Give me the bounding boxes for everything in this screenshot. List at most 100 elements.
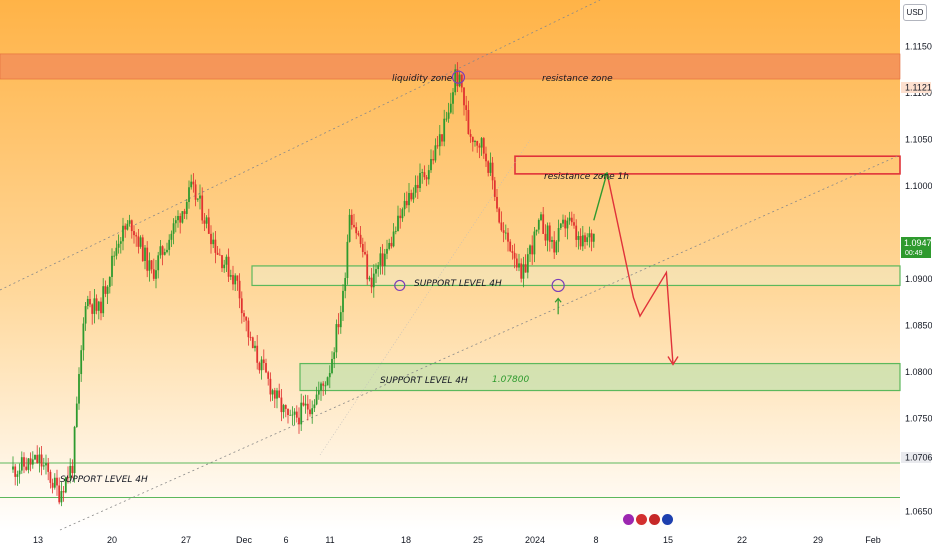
candle-body — [570, 217, 573, 223]
candle-body — [452, 92, 454, 104]
candle-body — [291, 414, 294, 416]
candle-body — [214, 239, 217, 253]
candle-body — [397, 215, 399, 231]
candle-body — [485, 153, 487, 162]
candle-body — [491, 162, 494, 181]
current-price-text: 1.09478 — [904, 238, 932, 248]
candle-body — [273, 390, 276, 399]
candle-body — [95, 298, 98, 311]
candle-body — [579, 235, 582, 247]
candle-body — [300, 402, 303, 425]
candle-body — [421, 172, 424, 174]
candle-body — [58, 485, 61, 503]
candle-body — [51, 482, 54, 488]
candle-body — [416, 184, 419, 189]
candle-body — [174, 220, 177, 224]
candle-body — [280, 397, 283, 413]
candle-body — [531, 245, 534, 255]
candle-body — [465, 105, 468, 110]
x-tick-label: 2024 — [525, 535, 545, 545]
candle-body — [590, 233, 593, 242]
candle-body — [111, 255, 113, 277]
candle-body — [150, 260, 153, 270]
support-level-4h-upper-box — [251, 265, 901, 287]
candle-body — [38, 454, 41, 463]
candle-body — [463, 87, 465, 106]
candle-body — [254, 345, 256, 349]
candle-body — [212, 239, 215, 245]
candle-body — [361, 243, 364, 252]
us-flag-icon[interactable] — [649, 514, 660, 525]
support-level-4h-mid-box — [299, 362, 901, 392]
candle-body — [513, 252, 516, 259]
candle-body — [410, 193, 413, 200]
us-flag-icon[interactable] — [636, 514, 647, 525]
currency-button[interactable]: USD — [903, 4, 927, 21]
resistance-zone-1h-box — [514, 155, 901, 175]
candle-body — [163, 252, 166, 255]
projection-up-arrow — [593, 172, 608, 221]
candle-body — [14, 466, 17, 477]
candle-body — [177, 215, 179, 221]
candle-body — [401, 209, 404, 219]
candle-body — [298, 417, 300, 425]
candle-body — [260, 359, 263, 371]
resistance-zone-1h-label: resistance zone 1h — [544, 172, 629, 182]
candle-body — [346, 241, 349, 279]
candle-body — [181, 211, 184, 223]
candle-body — [82, 323, 85, 351]
x-tick-label: 25 — [473, 535, 483, 545]
candle-body — [518, 263, 520, 268]
candle-body — [493, 180, 496, 197]
candle-body — [573, 222, 575, 226]
candle-body — [170, 233, 173, 240]
candle-body — [507, 232, 509, 242]
candle-body — [443, 118, 446, 142]
high-circle-marker — [451, 70, 466, 84]
candle-body — [40, 454, 43, 467]
candle-body — [436, 145, 439, 147]
candle-body — [315, 394, 318, 405]
candle-body — [555, 241, 558, 253]
candle-body — [540, 214, 542, 221]
candle-body — [240, 298, 243, 314]
candle-body — [544, 233, 547, 241]
candle-body — [130, 220, 133, 232]
candle-body — [218, 254, 221, 256]
candle-body — [108, 276, 111, 287]
candle-body — [553, 240, 556, 253]
candle-body — [302, 402, 305, 406]
candle-body — [75, 403, 78, 427]
eu-flag-icon[interactable] — [662, 514, 673, 525]
candle-body — [551, 240, 553, 242]
candle-body — [23, 457, 25, 467]
candle-body — [405, 200, 408, 206]
candle-body — [359, 234, 362, 244]
candle-body — [335, 324, 338, 353]
candle-body — [201, 195, 204, 221]
candle-body — [434, 145, 437, 161]
candle-body — [205, 217, 208, 224]
low-price-badge: 1.07063 — [901, 452, 932, 463]
resistance-zone-label: resistance zone — [542, 74, 613, 84]
candle-body — [328, 373, 331, 378]
candle-body — [289, 414, 292, 416]
candle-body — [533, 231, 536, 255]
candle-body — [423, 172, 426, 178]
candle-body — [412, 192, 415, 200]
candle-body — [584, 235, 586, 242]
candle-body — [86, 298, 89, 307]
candle-body — [353, 224, 355, 228]
candle-body — [458, 74, 461, 87]
candle-body — [91, 304, 94, 314]
candle-body — [245, 316, 248, 321]
flash-event-icon[interactable] — [623, 514, 634, 525]
x-tick-label: 13 — [33, 535, 43, 545]
candle-body — [265, 363, 267, 373]
candle-body — [383, 253, 386, 267]
low-price-text: 1.07063 — [905, 453, 932, 463]
candle-body — [529, 245, 531, 255]
candle-body — [322, 383, 325, 386]
candle-body — [445, 118, 448, 120]
